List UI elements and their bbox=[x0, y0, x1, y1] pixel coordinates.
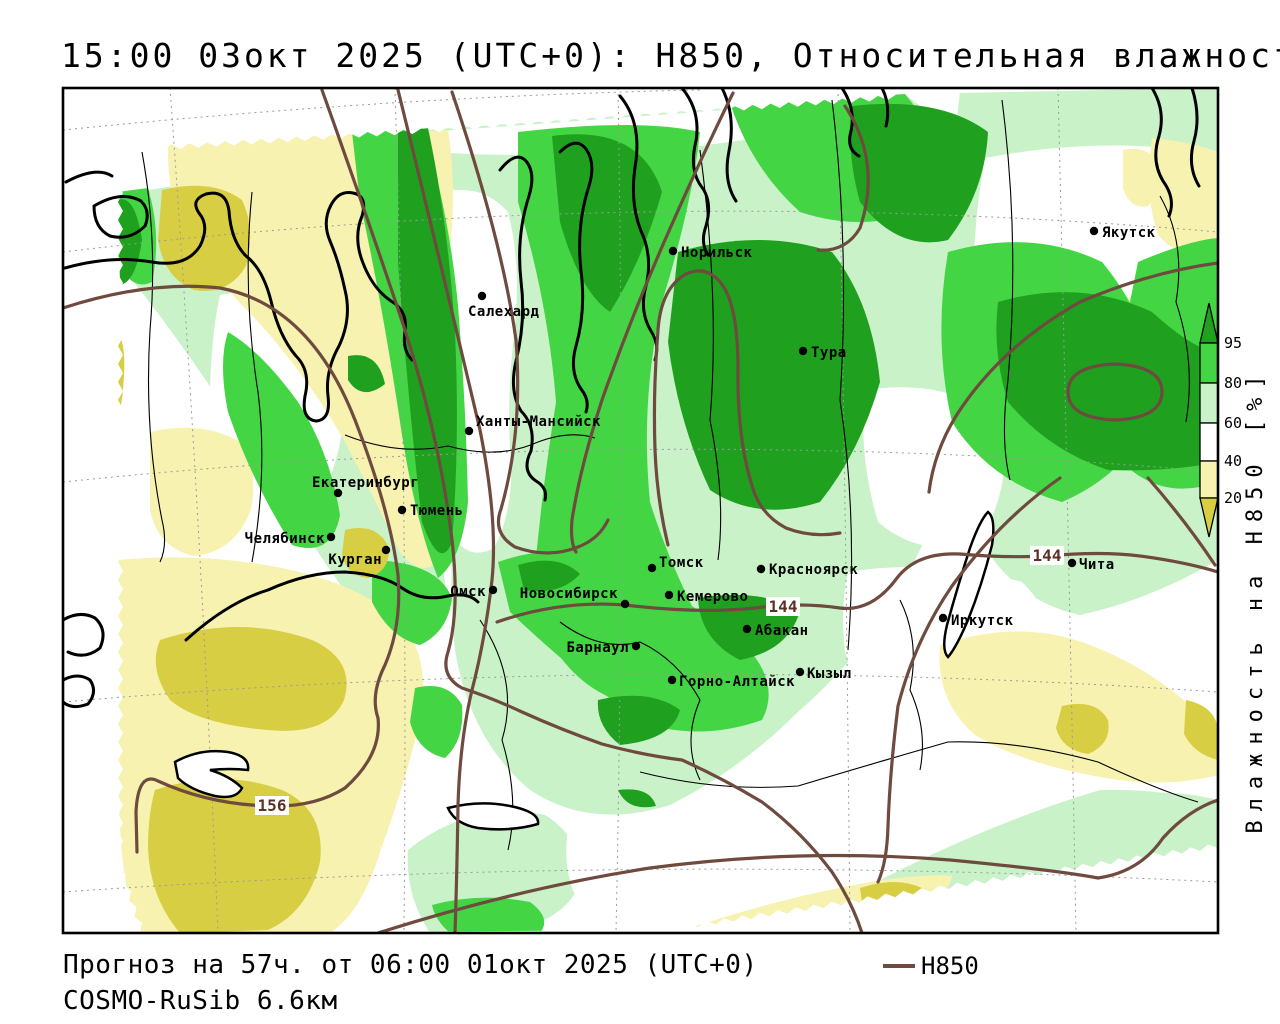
h850-contours: 144 144 156 bbox=[63, 88, 1218, 933]
city-marker bbox=[464, 426, 474, 436]
city-marker bbox=[477, 291, 487, 301]
contour-height-label: 144 bbox=[1033, 546, 1062, 565]
colorbar-axis-title: Влажность на H850 [%] bbox=[1243, 366, 1268, 833]
city-marker bbox=[742, 624, 752, 634]
city-marker bbox=[1089, 226, 1099, 236]
cities: Норильск Салехард Тура Ханты-Мансийск Екатер… bbox=[245, 225, 1156, 690]
contour-legend: H850 bbox=[883, 952, 979, 980]
city-label: Кемерово bbox=[677, 589, 748, 605]
humidity-region-yellow_dark bbox=[155, 627, 347, 731]
humidity-region-green_dark bbox=[618, 789, 656, 808]
city-marker bbox=[397, 505, 407, 515]
humidity-region-green_dark bbox=[668, 240, 880, 510]
colorbar-segment bbox=[1199, 460, 1219, 499]
city-marker bbox=[667, 675, 677, 685]
humidity-region-green_dark bbox=[118, 199, 142, 285]
city-label: Омск bbox=[450, 584, 486, 600]
city-marker bbox=[620, 599, 630, 609]
humidity-region-white bbox=[566, 821, 752, 924]
humidity-region-yellow_dark bbox=[1184, 700, 1218, 760]
city-label: Новосибирск bbox=[520, 586, 618, 602]
h850-legend-label: H850 bbox=[921, 952, 979, 980]
humidity-region-green_dark bbox=[850, 103, 988, 243]
city-label: Томск bbox=[659, 555, 704, 571]
lake bbox=[173, 749, 250, 799]
forecast-info: Прогноз на 57ч. от 06:00 01окт 2025 (UTC… bbox=[63, 950, 758, 980]
city-label: Горно-Алтайск bbox=[679, 674, 795, 690]
city-marker bbox=[326, 532, 336, 542]
humidity-region-yellow_dark bbox=[1056, 703, 1109, 754]
humidity-region-green_mid bbox=[223, 332, 340, 549]
city-marker bbox=[756, 564, 766, 574]
map-frame bbox=[61, 86, 1220, 935]
lake bbox=[446, 802, 540, 831]
map-area bbox=[63, 88, 1218, 933]
colorbar-arrow-low bbox=[1199, 497, 1219, 538]
city-marker bbox=[488, 585, 498, 595]
humidity-region-yellow_dark bbox=[342, 528, 389, 578]
humidity-region-yellow_pale bbox=[1149, 138, 1218, 262]
colorbar-segment bbox=[1199, 382, 1219, 424]
city-label: Кызыл bbox=[807, 666, 852, 682]
colorbar: 95 80 60 40 20 Влажность на H850 [%] bbox=[1199, 302, 1268, 834]
city-label: Якутск bbox=[1102, 225, 1156, 241]
city-marker bbox=[798, 346, 808, 356]
humidity-region-yellow_dark bbox=[148, 779, 321, 933]
contour-label-box bbox=[1030, 546, 1064, 565]
city-label: Норильск bbox=[681, 245, 753, 261]
contour-height-label: 144 bbox=[769, 597, 798, 616]
model-info: COSMO-RuSib 6.6км bbox=[63, 986, 338, 1016]
colorbar-tick-label: 95 bbox=[1224, 334, 1242, 352]
humidity-region-green_dark bbox=[518, 560, 580, 592]
contour-label-box bbox=[255, 796, 289, 815]
humidity-region-green_mid bbox=[498, 551, 769, 732]
humidity-region-green_dark bbox=[348, 355, 385, 393]
city-label: Красноярск bbox=[769, 562, 858, 578]
h850-line-sample bbox=[883, 964, 915, 968]
city-marker bbox=[938, 613, 948, 623]
city-label: Салехард bbox=[468, 304, 540, 320]
city-marker bbox=[668, 246, 678, 256]
humidity-region-green_mid bbox=[432, 897, 545, 933]
city-label: Екатеринбург bbox=[312, 475, 419, 491]
humidity-region-green_dark bbox=[996, 292, 1218, 471]
humidity-region-green_dark bbox=[597, 695, 680, 745]
colorbar-tick-label: 80 bbox=[1224, 374, 1242, 392]
city-label: Челябинск bbox=[245, 531, 325, 547]
map-title: 15:00 03окт 2025 (UTC+0): H850, Относите… bbox=[61, 36, 1280, 75]
contour-height-label: 156 bbox=[258, 796, 287, 815]
admin-borders bbox=[141, 99, 1199, 851]
city-marker bbox=[1067, 558, 1077, 568]
city-marker bbox=[664, 590, 674, 600]
humidity-region-yellow_pale bbox=[150, 427, 254, 556]
colorbar-segment bbox=[1199, 422, 1219, 462]
city-marker bbox=[631, 641, 641, 651]
colorbar-tick-label: 20 bbox=[1224, 489, 1242, 507]
city-label: Курган bbox=[328, 552, 382, 568]
humidity-field bbox=[118, 88, 1218, 933]
city-label: Иркутск bbox=[951, 613, 1014, 629]
humidity-region-green_mid bbox=[410, 686, 463, 758]
city-label: Абакан bbox=[755, 623, 809, 639]
city-label: Чита bbox=[1079, 557, 1115, 573]
city-label: Ханты-Мансийск bbox=[476, 414, 601, 430]
colorbar-tick-label: 60 bbox=[1224, 414, 1242, 432]
city-marker bbox=[647, 563, 657, 573]
city-marker bbox=[795, 667, 805, 677]
colorbar-tick-label: 40 bbox=[1224, 452, 1242, 470]
contour-label-box bbox=[766, 597, 800, 616]
city-marker bbox=[333, 488, 343, 498]
colorbar-segment bbox=[1199, 342, 1219, 384]
city-marker bbox=[381, 545, 391, 555]
city-label: Тюмень bbox=[410, 503, 464, 519]
city-label: Барнаул bbox=[566, 640, 629, 656]
city-label: Тура bbox=[811, 345, 847, 361]
humidity-region-yellow_pale bbox=[1123, 148, 1159, 207]
